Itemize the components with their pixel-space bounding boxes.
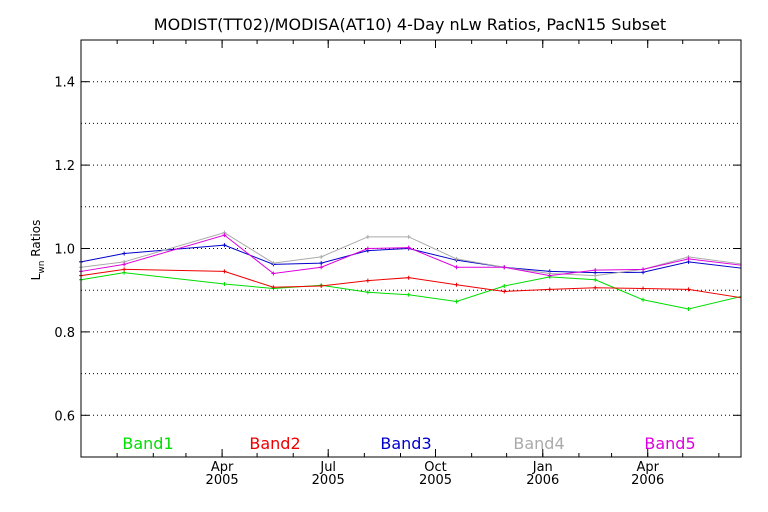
y-tick-label: 0.6 xyxy=(54,409,75,424)
data-point xyxy=(319,265,324,270)
data-point xyxy=(502,265,507,270)
x-tick-label-month: Oct xyxy=(424,460,446,475)
data-point xyxy=(319,254,324,259)
data-point xyxy=(593,273,598,278)
data-point xyxy=(502,289,507,294)
y-tick-label: 1.2 xyxy=(54,159,75,174)
data-point xyxy=(365,234,370,239)
data-point xyxy=(641,267,646,272)
x-tick-label-month: Jan xyxy=(532,460,553,475)
data-point xyxy=(547,287,552,292)
data-point xyxy=(686,287,691,292)
data-point xyxy=(271,285,276,290)
x-tick-label-month: Apr xyxy=(636,460,659,475)
data-point xyxy=(406,234,411,239)
data-point xyxy=(271,261,276,266)
legend-entry-band4: Band4 xyxy=(513,434,564,453)
data-point xyxy=(593,277,598,282)
data-point xyxy=(686,306,691,311)
series-layer xyxy=(79,230,742,311)
data-point xyxy=(365,290,370,295)
data-point xyxy=(593,285,598,290)
legend: Band1 Band2 Band3 Band4 Band5 xyxy=(122,434,695,453)
data-point xyxy=(271,271,276,276)
data-point xyxy=(547,273,552,278)
x-tick-label-year: 2005 xyxy=(419,473,452,488)
legend-entry-band2: Band2 xyxy=(249,434,300,453)
data-point xyxy=(122,267,127,272)
y-tick-label: 0.8 xyxy=(54,326,75,341)
data-point xyxy=(593,268,598,273)
axis-layer: 0.60.81.01.21.4Apr2005Jul2005Oct2005Jan2… xyxy=(54,39,742,488)
data-point xyxy=(365,246,370,251)
data-point xyxy=(641,297,646,302)
chart-title: MODIST(TT02)/MODISA(AT10) 4-Day nLw Rati… xyxy=(154,15,666,34)
x-tick-label-month: Jul xyxy=(319,460,336,475)
data-point xyxy=(641,286,646,291)
data-point xyxy=(122,262,127,267)
data-point xyxy=(365,278,370,283)
data-point xyxy=(406,245,411,250)
data-point xyxy=(222,243,227,248)
data-point xyxy=(454,256,459,261)
data-point xyxy=(222,233,227,238)
data-point xyxy=(222,269,227,274)
x-tick-label-year: 2005 xyxy=(206,473,239,488)
data-point xyxy=(406,275,411,280)
y-axis-label: Lwn Ratios xyxy=(29,220,47,281)
x-tick-label-year: 2006 xyxy=(631,473,664,488)
x-tick-label-year: 2006 xyxy=(526,473,559,488)
data-point xyxy=(222,281,227,286)
series-line-band5 xyxy=(80,234,742,289)
data-point xyxy=(454,282,459,287)
legend-entry-band1: Band1 xyxy=(122,434,173,453)
data-point xyxy=(319,261,324,266)
data-point xyxy=(502,284,507,289)
series-line-band4 xyxy=(80,232,742,287)
data-point xyxy=(319,284,324,289)
x-tick-label-month: Apr xyxy=(211,460,234,475)
data-point xyxy=(686,256,691,261)
data-point xyxy=(406,292,411,297)
data-point xyxy=(454,265,459,270)
data-point xyxy=(122,270,127,275)
data-point xyxy=(122,251,127,256)
x-tick-label-year: 2005 xyxy=(312,473,345,488)
legend-entry-band5: Band5 xyxy=(644,434,695,453)
y-tick-label: 1.4 xyxy=(54,76,75,91)
legend-entry-band3: Band3 xyxy=(380,434,431,453)
series-line-band2 xyxy=(80,268,742,305)
y-tick-label: 1.0 xyxy=(54,243,75,258)
data-point xyxy=(454,299,459,304)
